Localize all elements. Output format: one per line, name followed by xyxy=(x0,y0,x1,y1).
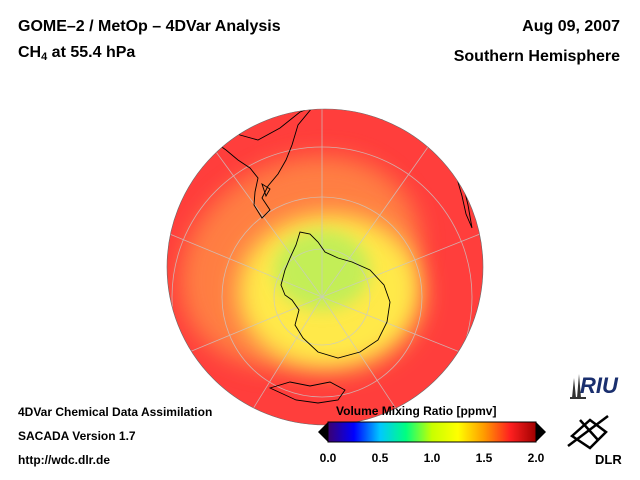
footer-line2: SACADA Version 1.7 xyxy=(18,429,136,443)
south-america-coast xyxy=(199,109,329,219)
footer-line1: 4DVar Chemical Data Assimilation xyxy=(18,405,213,419)
dlr-logo-icon xyxy=(567,415,609,450)
species-subscript: 4 xyxy=(41,51,48,63)
island-outline xyxy=(261,182,271,198)
date-label: Aug 09, 2007 xyxy=(522,18,620,35)
pressure-level: at 55.4 hPa xyxy=(47,44,136,61)
riu-logo-text: RIU xyxy=(580,373,618,398)
colorbar-under-arrow xyxy=(318,422,328,442)
colorbar-gradient xyxy=(327,421,537,443)
colorbar-tick-label: 2.0 xyxy=(527,451,545,465)
antarctic-peninsula-coast xyxy=(280,231,391,359)
colorbar xyxy=(318,421,546,443)
colorbar-title: Volume Mixing Ratio [ppmv] xyxy=(336,404,497,418)
colorbar-tick-label: 0.0 xyxy=(319,451,337,465)
colorbar-tick-label: 1.0 xyxy=(423,451,441,465)
dlr-logo-text: DLR xyxy=(595,452,622,467)
species-name: CH xyxy=(18,44,42,61)
australia-coast xyxy=(268,381,346,404)
title-line1: GOME–2 / MetOp – 4DVar Analysis xyxy=(18,18,281,35)
colorbar-tick-label: 1.5 xyxy=(475,451,493,465)
riu-logo-icon xyxy=(570,374,586,399)
hemisphere-label: Southern Hemisphere xyxy=(453,48,620,65)
graticule xyxy=(167,109,483,425)
footer-url: http://wdc.dlr.de xyxy=(18,453,110,467)
colorbar-over-arrow xyxy=(536,422,546,442)
colorbar-tick-label: 0.5 xyxy=(371,451,389,465)
title-species-level: CH4 at 55.4 hPa xyxy=(18,44,135,63)
